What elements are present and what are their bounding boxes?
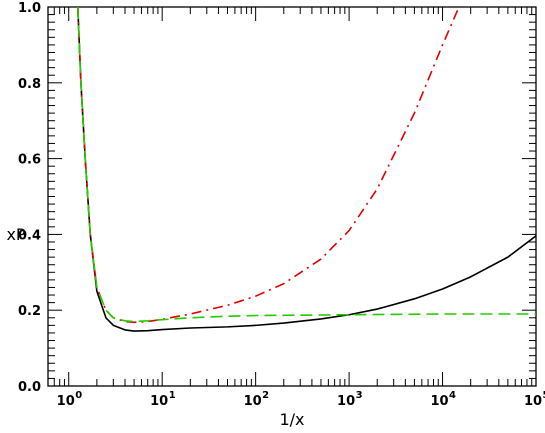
tick-labels: 0.00.20.40.60.81.0100101102103104105 <box>18 1 545 409</box>
series-line-dashed <box>76 7 536 323</box>
x-tick-label: 10 <box>430 394 448 409</box>
axis-ticks <box>47 6 537 387</box>
y-axis-label: xP <box>6 225 25 244</box>
y-tick-label: 0.4 <box>18 228 41 243</box>
x-tick-exponent: 1 <box>169 390 176 401</box>
x-tick-exponent: 3 <box>356 390 363 401</box>
y-tick-label: 1.0 <box>18 1 41 16</box>
y-tick-label: 0.2 <box>18 304 41 319</box>
x-tick-label: 10 <box>337 394 355 409</box>
y-tick-label: 0.0 <box>18 380 41 395</box>
x-axis-label: 1/x <box>279 410 304 429</box>
x-tick-exponent: 4 <box>449 390 456 401</box>
x-tick-label: 10 <box>150 394 168 409</box>
y-tick-label: 0.8 <box>18 77 41 92</box>
x-tick-exponent: 0 <box>75 390 82 401</box>
x-tick-label: 10 <box>524 394 542 409</box>
y-tick-label: 0.6 <box>18 153 41 168</box>
x-tick-label: 10 <box>57 394 75 409</box>
series-lines <box>76 7 536 332</box>
x-tick-exponent: 2 <box>262 390 269 401</box>
x-tick-label: 10 <box>244 394 262 409</box>
series-line-dashdot <box>76 7 460 324</box>
series-line-solid <box>76 7 536 332</box>
x-tick-exponent: 5 <box>543 390 545 401</box>
